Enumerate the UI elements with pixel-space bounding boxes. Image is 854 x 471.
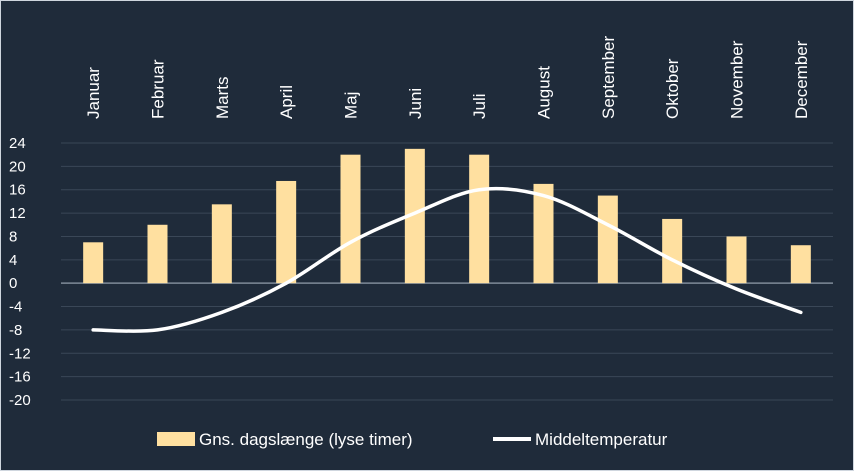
line-point: [156, 328, 159, 332]
y-tick-label: -8: [9, 322, 22, 339]
y-tick-label: 0: [9, 275, 17, 292]
temperature-line: [91, 186, 803, 333]
x-category-label: Juni: [406, 88, 425, 119]
line-point: [220, 310, 224, 314]
line-point: [799, 310, 803, 314]
x-category-label: Marts: [213, 77, 232, 119]
x-category-label: November: [728, 40, 747, 119]
bar: [790, 245, 811, 284]
y-axis-ticks: 24 20 16 12 8 4 0 -4 -8 -12 -16 -20: [9, 135, 31, 409]
line-point: [413, 211, 417, 215]
x-category-label: Maj: [342, 92, 361, 119]
y-tick-label: -12: [9, 345, 31, 362]
y-tick-label: -20: [9, 392, 31, 409]
bar: [469, 154, 490, 284]
line-point: [91, 328, 95, 332]
line-point: [542, 194, 545, 198]
bar: [147, 224, 168, 284]
bar: [83, 242, 104, 284]
x-category-label: Juli: [470, 93, 489, 119]
y-tick-label: 4: [9, 252, 17, 269]
x-category-label: December: [792, 40, 811, 119]
line-point: [284, 281, 288, 285]
line-point: [477, 188, 481, 192]
bar: [726, 236, 747, 284]
bar: [340, 154, 361, 284]
bar-series: [83, 148, 811, 284]
legend-label-bars: Gns. dagslænge (lyse timer): [199, 430, 413, 449]
y-tick-label: 24: [9, 135, 26, 152]
y-tick-label: 8: [9, 228, 17, 245]
x-category-label: Oktober: [663, 58, 682, 119]
legend-swatch-line: [493, 437, 531, 441]
line-point: [670, 258, 674, 262]
legend-swatch-bars: [157, 432, 195, 446]
line-point: [349, 240, 352, 244]
bar: [276, 180, 297, 284]
line-series: [91, 186, 803, 333]
y-tick-label: -16: [9, 369, 31, 386]
gridlines: [61, 142, 833, 401]
bar: [597, 195, 618, 284]
y-tick-label: 12: [9, 205, 26, 222]
x-category-label: September: [599, 36, 618, 119]
x-category-label: Januar: [84, 67, 103, 119]
y-tick-label: 20: [9, 158, 26, 175]
bar: [662, 218, 683, 284]
x-axis-categories: Januar Februar Marts April Maj Juni Juli August…: [84, 36, 811, 119]
bar: [211, 204, 232, 284]
y-tick-label: -4: [9, 299, 22, 316]
legend-label-line: Middeltemperatur: [535, 430, 668, 449]
x-category-label: April: [277, 85, 296, 119]
x-category-label: August: [535, 66, 554, 119]
bar: [533, 183, 554, 284]
y-tick-label: 16: [9, 182, 26, 199]
bar: [404, 148, 425, 284]
line-point: [606, 223, 610, 227]
x-category-label: Februar: [149, 59, 168, 119]
legend: Gns. dagslænge (lyse timer) Middeltemper…: [157, 430, 668, 449]
line-point: [735, 287, 738, 291]
